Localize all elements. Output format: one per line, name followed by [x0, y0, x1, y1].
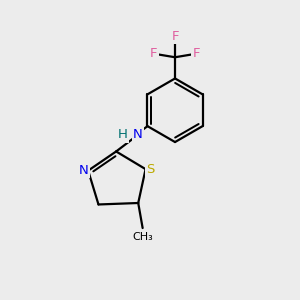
Text: N: N — [133, 128, 142, 142]
Text: F: F — [150, 47, 158, 60]
Text: F: F — [193, 47, 200, 60]
Text: CH₃: CH₃ — [132, 232, 153, 242]
Text: F: F — [171, 29, 179, 43]
Text: H: H — [118, 128, 128, 142]
Text: N: N — [79, 164, 88, 177]
Text: S: S — [146, 163, 154, 176]
